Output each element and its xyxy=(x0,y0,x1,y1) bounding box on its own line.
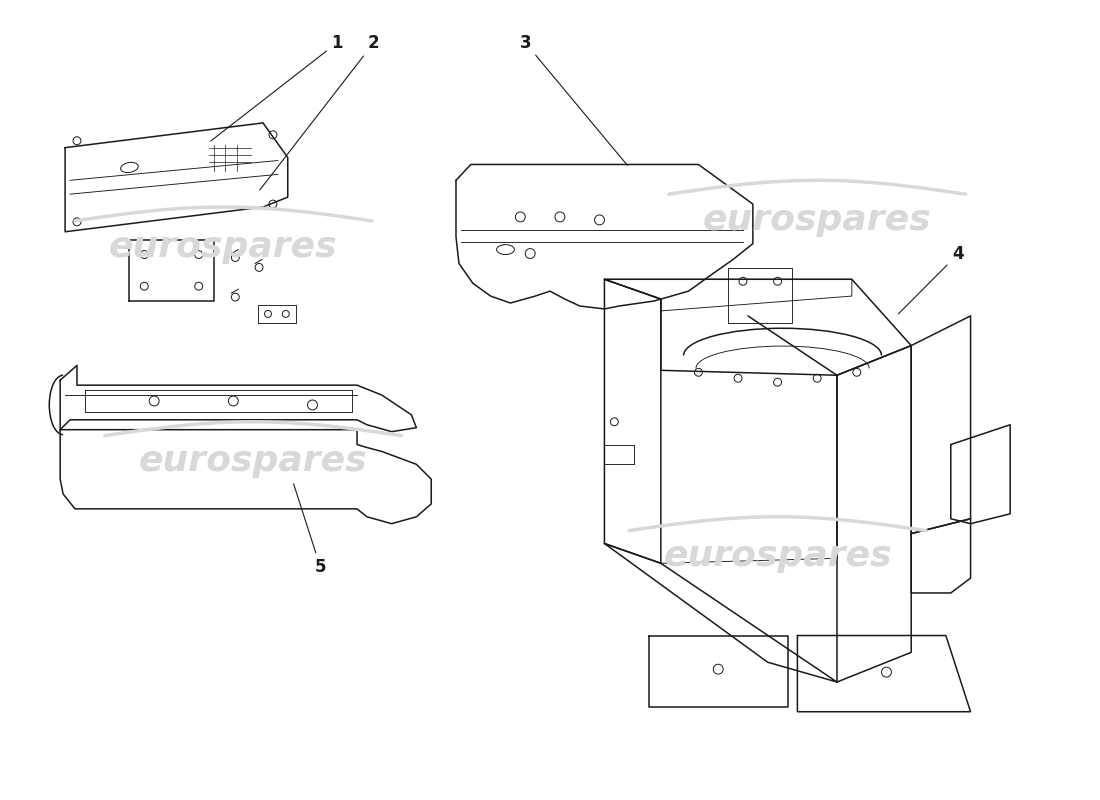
Text: eurospares: eurospares xyxy=(109,230,338,264)
Text: 3: 3 xyxy=(519,34,627,166)
Text: 4: 4 xyxy=(899,246,964,314)
Text: eurospares: eurospares xyxy=(139,444,367,478)
Text: eurospares: eurospares xyxy=(663,539,892,574)
Text: 1: 1 xyxy=(211,34,343,141)
Text: 5: 5 xyxy=(294,484,327,576)
Text: 2: 2 xyxy=(260,34,379,190)
Text: eurospares: eurospares xyxy=(703,203,932,237)
